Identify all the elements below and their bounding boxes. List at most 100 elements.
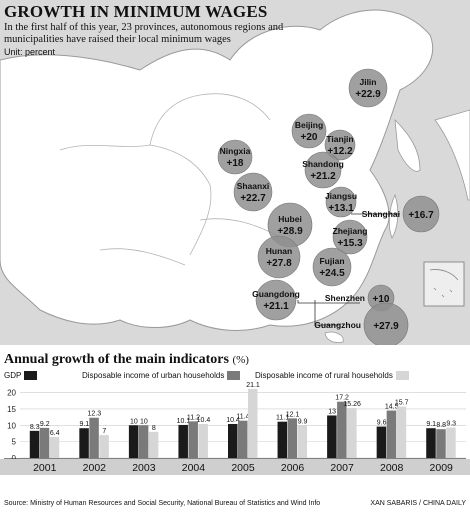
bubble-value: +16.7	[408, 210, 434, 221]
x-tick-label: 2007	[330, 462, 354, 474]
bubble-value: +28.9	[277, 226, 303, 237]
bar-urban-2008	[386, 410, 397, 458]
bubble-zhejiang: Zhejiang +15.3	[332, 219, 368, 255]
guangzhou-connector	[314, 300, 340, 326]
data-label: 12.3	[88, 411, 102, 418]
bubble-circle	[291, 113, 327, 149]
data-label: 8.3	[30, 424, 40, 431]
japan-coast	[434, 109, 470, 201]
bubble-name: Hunan	[266, 246, 292, 256]
data-label: 15.26	[343, 401, 361, 408]
data-label: 12.1	[286, 411, 300, 418]
data-label: 13	[328, 408, 336, 415]
bar-gdp-2007	[327, 415, 337, 458]
bubble-value: +21.1	[263, 301, 289, 312]
china-map: Jilin +22.9 Beijing +20 Tianjin +12.2 Ningxia +…	[0, 0, 470, 345]
bubble-value: +27.9	[373, 321, 399, 332]
bubble-guangdong: Guangdong +21.1	[252, 279, 300, 321]
bubble-value: +18	[227, 158, 244, 169]
bar-gdp-2008	[376, 426, 387, 458]
x-tick-label: 2002	[83, 462, 107, 474]
bar-rural-2009	[446, 427, 456, 458]
x-axis-line	[4, 458, 466, 459]
bubble-name: Tianjin	[326, 134, 353, 144]
bubble-value: +21.2	[310, 171, 336, 182]
legend-rural: Disposable income of rural households	[255, 371, 409, 381]
x-tick-label: 2005	[231, 462, 255, 474]
legend-swatch-gdp	[24, 371, 38, 381]
data-label: 9.3	[446, 421, 456, 428]
bubble-circle	[217, 139, 253, 175]
bubble-name: Jilin	[359, 77, 376, 87]
bubble-value: +12.2	[327, 146, 353, 157]
bubble-value: +24.5	[319, 268, 345, 279]
chart-title: Annual growth of the main indicators (%)	[4, 352, 249, 367]
y-tick-label: 10	[7, 421, 16, 430]
bubble-shandong: Shandong +21.2	[302, 151, 344, 189]
bar-urban-2001	[39, 427, 50, 458]
x-tick-label: 2001	[33, 462, 57, 474]
legend-urban: Disposable income of urban households	[82, 371, 241, 381]
bar-rural-2006	[297, 425, 308, 458]
bar-rural-2003	[148, 431, 159, 458]
province-borders	[59, 93, 286, 266]
bubble-jiangsu: Jiangsu +13.1	[325, 186, 357, 218]
data-label: 9.1	[79, 421, 89, 428]
bubble-name: Beijing	[295, 120, 323, 130]
data-label: 14.5	[385, 404, 399, 411]
y-tick-label: 0	[12, 454, 17, 463]
south-china-sea-inset	[423, 261, 465, 307]
bubble-circle	[312, 247, 352, 287]
shenzhen-connector	[297, 300, 360, 304]
data-label: 10	[140, 418, 148, 425]
bubble-shaanxi: Shaanxi +22.7	[233, 172, 273, 212]
bubble-value: +15.3	[337, 238, 363, 249]
bar-urban-2004	[188, 421, 198, 458]
bubble-name: Shenzhen	[325, 293, 365, 303]
bubble-circle	[348, 68, 388, 108]
source-note: Source: Ministry of Human Resources and …	[4, 500, 321, 507]
bubble-hunan: Hunan +27.8	[257, 235, 301, 279]
bar-urban-2003	[138, 425, 149, 458]
data-label: 10.4	[197, 417, 211, 424]
bubble-circle	[363, 302, 409, 345]
data-label: 9.1	[426, 421, 436, 428]
data-label: 10	[130, 418, 138, 425]
bubble-circle	[255, 279, 297, 321]
x-tick-label: 2008	[380, 462, 404, 474]
page-title: GROWTH IN MINIMUM WAGES	[4, 2, 268, 21]
bar-rural-2004	[198, 423, 208, 458]
bar-urban-2002	[89, 417, 99, 458]
bubble-name: Guangzhou	[314, 320, 361, 330]
bar-rural-2008	[396, 406, 407, 458]
bar-gdp-2001	[29, 430, 40, 458]
bar-urban-2009	[436, 429, 446, 458]
page-subtitle: In the first half of this year, 23 provi…	[4, 22, 284, 45]
x-tick-label: 2009	[430, 462, 454, 474]
bubble-value: +22.7	[240, 193, 266, 204]
y-tick-label: 20	[7, 389, 16, 398]
bar-rural-2001	[49, 437, 60, 458]
bubble-name: Shanghai	[362, 209, 400, 219]
bar-gdp-2002	[79, 428, 89, 458]
data-label: 10.4	[226, 417, 240, 424]
x-tick-label: 2003	[132, 462, 156, 474]
bubble-circle	[304, 151, 342, 189]
bar-rural-2007	[347, 408, 357, 458]
bubble-circle	[332, 219, 368, 255]
unit-label: Unit: percent	[4, 47, 56, 57]
y-tick-label: 5	[12, 438, 17, 447]
data-label: 8	[152, 425, 156, 432]
hainan	[324, 331, 344, 343]
data-label: 10.1	[177, 418, 191, 425]
bar-gdp-2003	[128, 425, 139, 458]
bar-rural-2005	[248, 388, 258, 458]
bubble-jilin: Jilin +22.9	[348, 68, 388, 108]
bubble-value: +27.8	[266, 258, 292, 269]
bubble-value: +10	[373, 294, 390, 305]
bubble-value: +22.9	[355, 89, 381, 100]
data-label: 11.1	[276, 415, 289, 422]
bubble-name: Ningxia	[220, 146, 251, 156]
data-label: 17.2	[335, 395, 349, 402]
bar-gdp-2004	[178, 424, 188, 458]
